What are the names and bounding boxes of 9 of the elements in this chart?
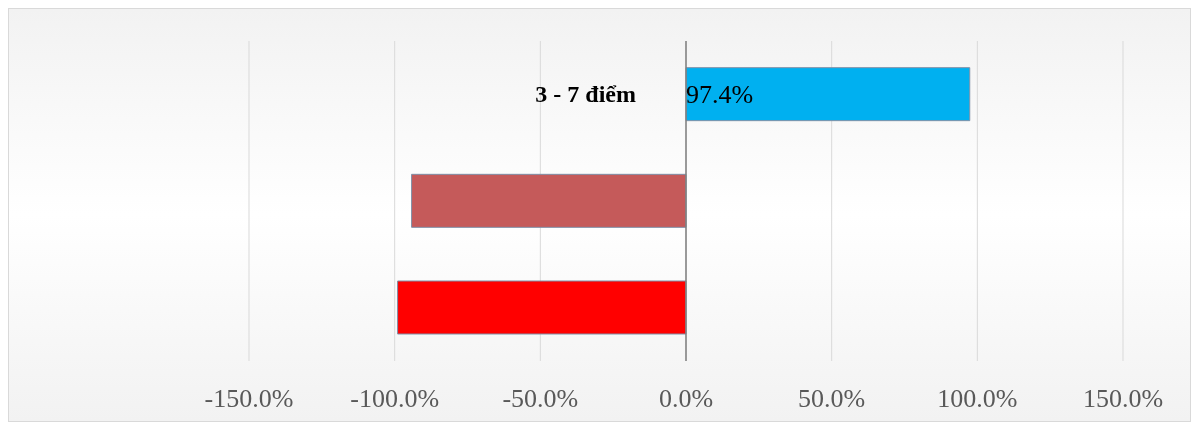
x-tick-label: 0.0% xyxy=(658,384,714,414)
x-tick-label: 50.0% xyxy=(798,384,866,414)
data-label: 97.4% xyxy=(686,80,754,110)
y-tick-label: 3 - 7 điểm xyxy=(535,81,636,108)
x-tick-label: 150.0% xyxy=(1082,384,1164,414)
x-tick-label: -100.0% xyxy=(350,384,440,414)
x-tick-label: -150.0% xyxy=(204,384,294,414)
x-tick-label: -50.0% xyxy=(502,384,579,414)
x-tick-label: 100.0% xyxy=(937,384,1018,414)
